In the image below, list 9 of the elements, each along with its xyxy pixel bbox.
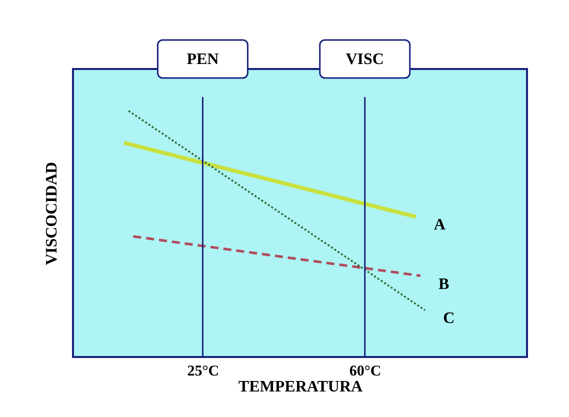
x-tick-label: 60°C: [349, 364, 382, 380]
x-tick-label: 25°C: [187, 364, 220, 380]
series-label: A: [434, 216, 446, 234]
ref-line-label: VISC: [346, 51, 384, 68]
x-axis-title: TEMPERATURA: [238, 378, 364, 396]
y-axis-title: VISCOCIDAD: [44, 162, 60, 266]
series-label: C: [443, 310, 455, 328]
ref-line-label: PEN: [186, 51, 220, 68]
series-label: B: [438, 276, 450, 293]
